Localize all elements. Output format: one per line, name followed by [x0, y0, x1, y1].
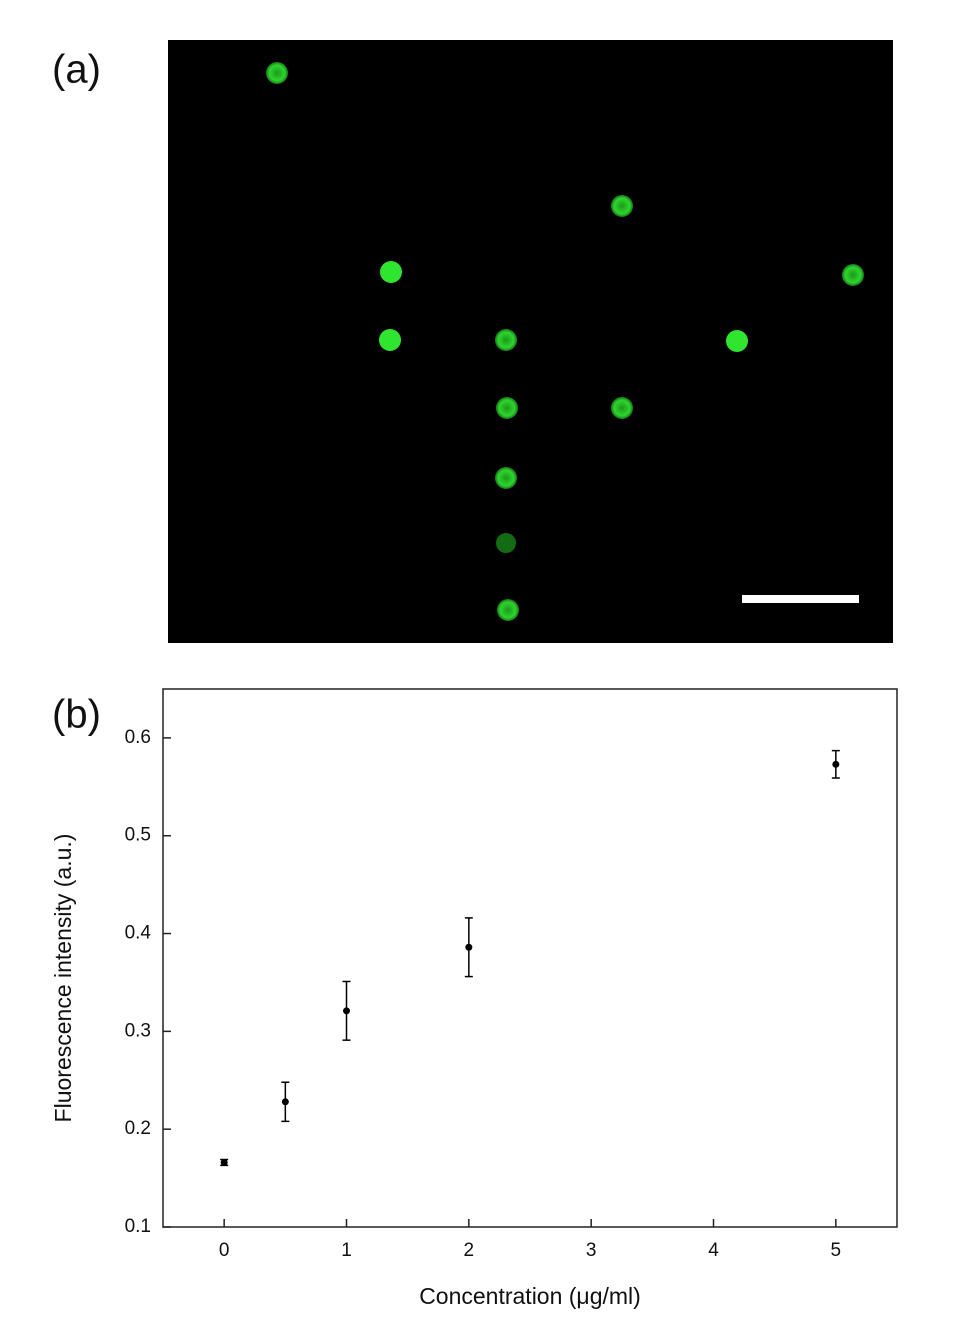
- point: [343, 1007, 350, 1015]
- panel-label: (a): [52, 48, 101, 92]
- spots: [266, 62, 864, 621]
- point: [220, 1158, 228, 1166]
- y-tick-label: 0.2: [125, 1118, 151, 1139]
- spot: [611, 397, 633, 419]
- spot: [611, 195, 633, 217]
- spot: [726, 330, 748, 352]
- spot: [379, 329, 401, 351]
- plot-frame: [162, 688, 898, 1228]
- spot: [496, 397, 518, 419]
- x-tick-label: 1: [341, 1240, 352, 1261]
- x-tick-label: 5: [831, 1240, 842, 1261]
- spot: [496, 533, 516, 553]
- y-tick-label: 0.5: [125, 825, 151, 846]
- image-background: [168, 40, 893, 643]
- y-axis-label: Fluorescence intensity (a.u.): [50, 834, 76, 1123]
- y-tick-label: 0.4: [125, 923, 152, 944]
- y-tick-label: 0.3: [125, 1020, 151, 1041]
- spot: [842, 264, 864, 286]
- scale-bar: [742, 595, 859, 603]
- point: [832, 760, 840, 768]
- x-tick-label: 3: [586, 1240, 597, 1261]
- spot: [497, 599, 519, 621]
- x-axis-label: Concentration (μg/ml): [419, 1283, 641, 1309]
- y-tick-label: 0.6: [125, 727, 151, 748]
- spot: [495, 467, 517, 489]
- x-tick-label: 4: [708, 1240, 719, 1261]
- y-tick-label: 0.1: [125, 1216, 151, 1237]
- point: [281, 1098, 289, 1106]
- point: [465, 943, 473, 951]
- spot: [266, 62, 288, 84]
- micrograph: [168, 40, 893, 643]
- x-tick-label: 0: [219, 1240, 230, 1261]
- panel-label: (b): [52, 693, 101, 737]
- x-tick-label: 2: [464, 1240, 475, 1261]
- spot: [380, 261, 402, 283]
- spot: [495, 329, 517, 351]
